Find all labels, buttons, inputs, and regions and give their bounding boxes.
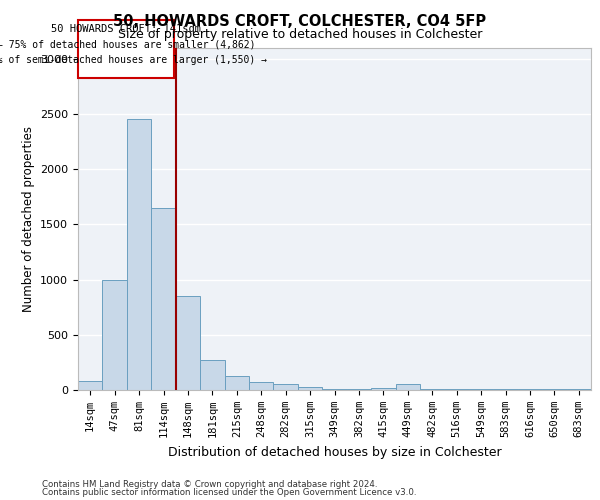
Bar [224,376,249,390]
Text: ← 75% of detached houses are smaller (4,862): ← 75% of detached houses are smaller (4,… [0,39,255,49]
Bar [395,384,420,390]
Text: 50, HOWARDS CROFT, COLCHESTER, CO4 5FP: 50, HOWARDS CROFT, COLCHESTER, CO4 5FP [113,14,487,29]
Bar [127,120,151,390]
Bar [274,384,298,390]
Text: Size of property relative to detached houses in Colchester: Size of property relative to detached ho… [118,28,482,41]
Text: Contains public sector information licensed under the Open Government Licence v3: Contains public sector information licen… [42,488,416,497]
Text: 24% of semi-detached houses are larger (1,550) →: 24% of semi-detached houses are larger (… [0,54,267,64]
Bar [78,20,174,78]
Text: Contains HM Land Registry data © Crown copyright and database right 2024.: Contains HM Land Registry data © Crown c… [42,480,377,489]
Bar [103,280,127,390]
Y-axis label: Number of detached properties: Number of detached properties [22,126,35,312]
Text: 50 HOWARDS CROFT: 141sqm: 50 HOWARDS CROFT: 141sqm [51,24,201,34]
Bar [151,208,176,390]
X-axis label: Distribution of detached houses by size in Colchester: Distribution of detached houses by size … [167,446,502,458]
Bar [200,360,224,390]
Bar [176,296,200,390]
Bar [298,387,322,390]
Bar [371,388,395,390]
Bar [78,381,103,390]
Bar [249,382,274,390]
